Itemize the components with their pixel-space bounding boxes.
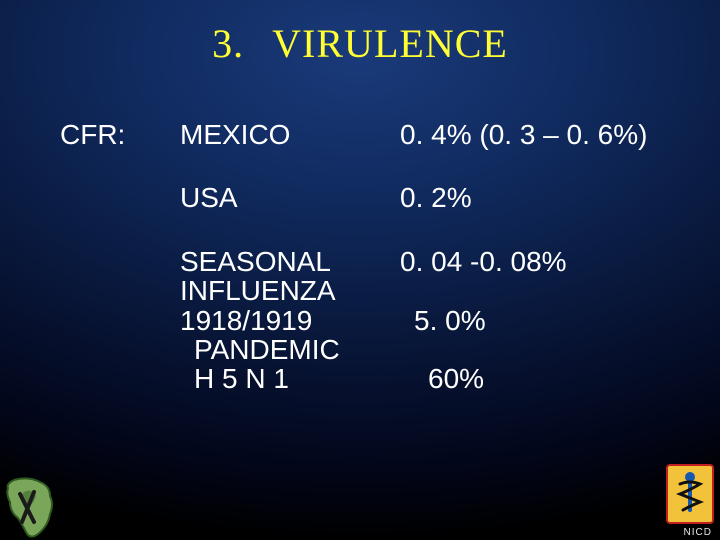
- row-label-empty: [60, 276, 180, 305]
- slide: 3. VIRULENCE CFR: MEXICO 0. 4% (0. 3 – 0.…: [0, 0, 720, 540]
- row-label: CFR:: [60, 120, 180, 149]
- row-name: USA: [180, 183, 400, 212]
- row-name: INFLUENZA: [180, 276, 400, 305]
- row-name: H 5 N 1: [180, 364, 414, 393]
- data-row: PANDEMIC: [60, 335, 680, 364]
- row-value: 0. 2%: [400, 183, 680, 212]
- row-label-empty: [60, 183, 180, 212]
- africa-logo-icon: [0, 474, 62, 540]
- row-label-empty: [60, 364, 180, 393]
- data-row: INFLUENZA: [60, 276, 680, 305]
- row-value: [414, 335, 680, 364]
- row-label-empty: [60, 306, 180, 335]
- nicd-logo-icon: [666, 464, 714, 524]
- row-name: MEXICO: [180, 120, 400, 149]
- row-value: 0. 4% (0. 3 – 0. 6%): [400, 120, 680, 149]
- row-name: SEASONAL: [180, 247, 400, 276]
- row-value: 60%: [414, 364, 680, 393]
- slide-body: CFR: MEXICO 0. 4% (0. 3 – 0. 6%) USA 0. …: [60, 120, 680, 394]
- row-value: 5. 0%: [400, 306, 680, 335]
- data-row: CFR: MEXICO 0. 4% (0. 3 – 0. 6%): [60, 120, 680, 149]
- data-row: H 5 N 1 60%: [60, 364, 680, 393]
- slide-title: 3. VIRULENCE: [0, 20, 720, 67]
- data-row: SEASONAL 0. 04 -0. 08%: [60, 247, 680, 276]
- data-row: 1918/1919 5. 0%: [60, 306, 680, 335]
- nicd-label: NICD: [684, 527, 712, 538]
- row-name: PANDEMIC: [180, 335, 414, 364]
- row-label-empty: [60, 247, 180, 276]
- title-number: 3.: [212, 20, 244, 67]
- row-value: [400, 276, 680, 305]
- data-row: USA 0. 2%: [60, 183, 680, 212]
- row-value: 0. 04 -0. 08%: [400, 247, 680, 276]
- title-text: VIRULENCE: [272, 21, 508, 66]
- row-label-empty: [60, 335, 180, 364]
- row-name: 1918/1919: [180, 306, 400, 335]
